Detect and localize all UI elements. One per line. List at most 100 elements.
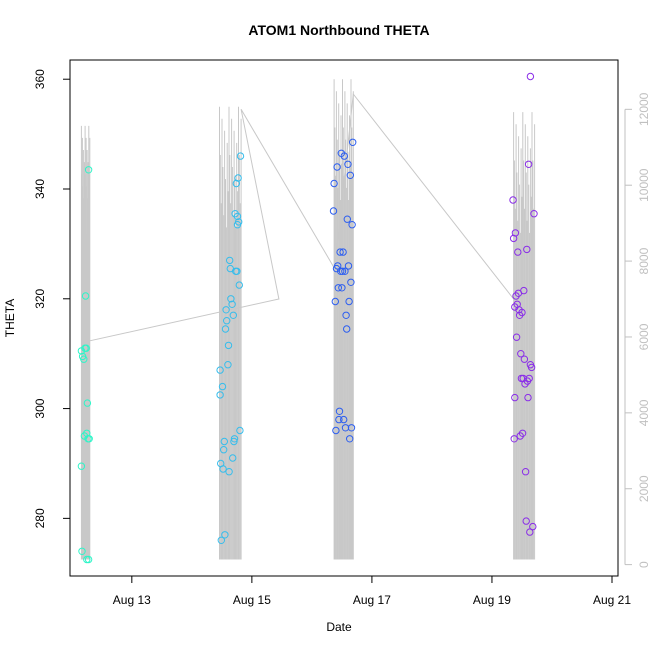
data-point-s2-7: [334, 284, 342, 292]
data-point-s3-5: [511, 229, 520, 237]
data-point-s2-21: [343, 325, 351, 333]
y2-tick-label-4: 8000: [637, 247, 650, 274]
data-point-s3-22: [521, 468, 530, 476]
data-point-s0-15: [84, 166, 93, 174]
y-tick-label-0: 280: [33, 508, 47, 528]
data-point-s3-20: [520, 355, 529, 363]
x-axis: Aug 13 Aug 15 Aug 17 Aug 19 Aug 21: [113, 576, 631, 607]
overlay-line-layer: [80, 79, 536, 560]
data-point-s2-3: [332, 426, 340, 435]
data-point-s2-15: [339, 248, 347, 256]
y2-tick-label-1: 2000: [637, 475, 650, 502]
data-point-s2-5: [333, 163, 341, 171]
data-point-s3-33: [530, 210, 538, 218]
data-point-s2-25: [345, 297, 353, 306]
data-point-s1-6: [220, 446, 228, 454]
y-axis-right: 0 2000 4000 6000 8000 10000 12000: [624, 92, 650, 568]
data-point-s1-29: [234, 174, 242, 182]
data-point-s0-14: [81, 292, 90, 300]
data-point-s2-30: [348, 221, 356, 229]
data-point-s2-18: [341, 267, 349, 275]
data-point-s1-33: [236, 152, 245, 160]
data-point-s2-6: [334, 262, 342, 270]
data-point-s0-4: [82, 344, 90, 352]
data-point-s3-23: [522, 517, 530, 525]
data-point-s2-17: [340, 152, 348, 160]
overlay-trace-line: [81, 92, 514, 346]
data-point-s2-22: [343, 215, 351, 223]
data-point-s2-10: [336, 248, 344, 256]
data-point-s1-14: [225, 468, 233, 476]
data-point-s1-18: [228, 300, 236, 308]
y2-tick-label-0: 0: [637, 561, 650, 568]
data-point-s1-22: [230, 435, 239, 443]
y-tick-label-3: 340: [33, 179, 47, 199]
data-point-s2-31: [349, 138, 357, 147]
y-axis-left: 280 300 320 340 360: [33, 69, 70, 528]
data-point-s1-13: [224, 341, 233, 350]
x-axis-label: Date: [326, 620, 352, 634]
data-point-s1-0: [216, 366, 224, 374]
data-point-s2-1: [330, 179, 338, 188]
data-point-s1-12: [224, 361, 232, 369]
data-point-s0-2: [80, 355, 88, 363]
x-tick-label-3: Aug 19: [473, 593, 511, 607]
data-point-s1-26: [233, 267, 241, 275]
data-point-s2-26: [346, 435, 354, 443]
data-point-s2-20: [342, 311, 350, 319]
data-point-s3-0: [509, 196, 517, 204]
data-point-s1-11: [223, 317, 231, 325]
data-point-s3-19: [520, 286, 528, 295]
data-point-s0-13: [84, 555, 93, 564]
data-points-layer: [77, 72, 538, 564]
data-point-s2-28: [347, 278, 355, 286]
data-point-s3-17: [518, 429, 527, 437]
data-point-s1-32: [236, 426, 244, 435]
data-point-s2-29: [347, 424, 356, 432]
data-point-s3-34: [526, 72, 535, 81]
y2-tick-label-5: 10000: [637, 168, 650, 202]
x-tick-label-4: Aug 21: [593, 593, 631, 607]
x-tick-label-0: Aug 13: [113, 593, 151, 607]
y-tick-label-1: 300: [33, 398, 47, 418]
data-point-s1-21: [230, 437, 238, 446]
data-point-s1-20: [229, 311, 238, 319]
data-point-s0-11: [78, 547, 86, 555]
data-point-s0-10: [77, 462, 86, 470]
data-point-s1-19: [229, 454, 237, 462]
data-point-s2-2: [331, 297, 339, 306]
data-point-s1-17: [227, 295, 235, 303]
data-point-s1-1: [216, 391, 224, 399]
data-point-s3-16: [518, 308, 526, 317]
data-point-s3-7: [512, 333, 521, 341]
data-point-s2-0: [329, 207, 338, 215]
data-point-s1-15: [226, 256, 234, 265]
y2-tick-label-3: 6000: [637, 323, 650, 350]
data-point-s1-30: [235, 218, 243, 226]
data-point-s3-32: [529, 522, 537, 531]
data-point-s1-8: [221, 531, 229, 539]
data-point-s1-10: [222, 306, 230, 314]
y-axis-label: THETA: [3, 299, 17, 337]
data-point-s2-13: [338, 284, 346, 292]
data-point-s3-2: [510, 435, 518, 443]
data-point-s1-27: [233, 212, 242, 221]
data-point-s3-4: [511, 393, 519, 402]
data-point-s2-24: [344, 262, 353, 270]
data-point-s1-3: [217, 536, 226, 544]
data-point-s3-27: [524, 160, 533, 169]
y-tick-label-4: 360: [33, 69, 47, 89]
data-point-s3-29: [526, 528, 534, 536]
x-tick-label-2: Aug 17: [353, 593, 391, 607]
data-point-s1-7: [220, 437, 229, 446]
data-point-s2-27: [346, 171, 354, 180]
data-point-s2-8: [335, 415, 343, 424]
data-point-s0-9: [85, 435, 93, 443]
data-point-s3-31: [527, 363, 536, 372]
data-point-s1-5: [219, 465, 227, 473]
y2-tick-label-2: 4000: [637, 399, 650, 426]
data-point-s3-26: [524, 393, 532, 402]
data-point-s3-9: [514, 248, 522, 256]
data-point-s0-7: [83, 399, 92, 407]
